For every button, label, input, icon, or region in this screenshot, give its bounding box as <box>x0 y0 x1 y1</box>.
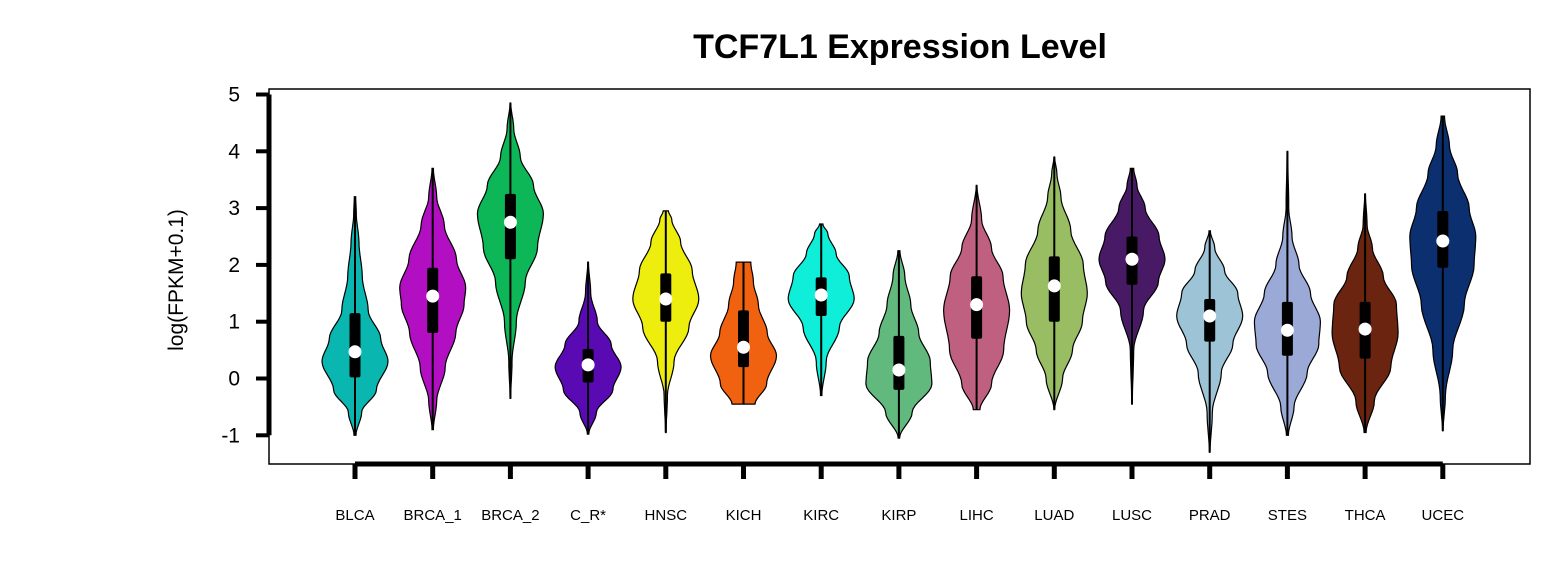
violin-blca <box>321 196 389 436</box>
violin-ucec <box>1409 115 1477 432</box>
violin-iqr-box <box>738 310 749 368</box>
y-axis: -1 0 1 2 3 4 5 <box>221 84 272 447</box>
x-tick-label: BRCA_1 <box>404 507 462 524</box>
y-tick-label: 5 <box>228 84 240 107</box>
x-tick-label: THCA <box>1345 507 1386 524</box>
violin-brca-1 <box>399 167 467 431</box>
violin-luad <box>1020 156 1088 411</box>
x-tick-label: KICH <box>726 507 762 524</box>
x-tick-label: LUSC <box>1112 507 1152 524</box>
y-tick-label: -1 <box>221 424 240 447</box>
x-tick-label: PRAD <box>1189 507 1231 524</box>
violin-median-point <box>1280 323 1294 337</box>
violin-median-point <box>1436 234 1450 248</box>
violin-iqr-box <box>349 313 361 378</box>
x-tick-label: UCEC <box>1422 507 1465 524</box>
violin-hnsc <box>632 210 700 434</box>
x-tick-label: KIRP <box>881 507 916 524</box>
y-tick-label: 2 <box>228 254 240 277</box>
chart-title: TCF7L1 Expression Level <box>693 28 1107 66</box>
violin-median-point <box>970 298 984 312</box>
violin-iqr-box <box>893 335 905 390</box>
x-tick-label: KIRC <box>803 507 839 524</box>
violin-lusc <box>1098 167 1166 405</box>
violin-kirc <box>787 223 855 397</box>
x-tick-label: HNSC <box>645 507 688 524</box>
violins-group <box>321 102 1477 453</box>
violin-median-point <box>814 288 828 302</box>
violin-median-point <box>659 292 673 306</box>
x-tick-label: C_R* <box>570 507 606 524</box>
violin-median-point <box>892 363 906 377</box>
x-tick-label: STES <box>1268 507 1307 524</box>
violin-median-point <box>426 289 440 303</box>
violin-prad <box>1176 230 1244 453</box>
violin-median-point <box>503 215 517 229</box>
violin-median-point <box>1047 279 1061 293</box>
y-tick-label: 4 <box>228 140 240 163</box>
x-tick-label: BRCA_2 <box>481 507 539 524</box>
x-axis: BLCA BRCA_1 BRCA_2 C_R* HNSC KICH KIRC KIRP LIHC… <box>335 461 1465 524</box>
violin-median-point <box>348 345 362 359</box>
violin-c-r- <box>554 261 622 435</box>
violin-brca-2 <box>476 102 545 399</box>
y-axis-label: log(FPKM+0.1) <box>165 209 188 351</box>
violin-median-point <box>737 340 750 354</box>
y-tick-label: 0 <box>228 368 240 391</box>
x-tick-label: LIHC <box>960 507 994 524</box>
violin-median-point <box>1203 309 1217 323</box>
violin-thca <box>1331 193 1399 434</box>
violin-median-point <box>1358 322 1372 336</box>
x-tick-label: LUAD <box>1034 507 1074 524</box>
violin-median-point <box>581 358 595 372</box>
violin-kirp <box>865 250 933 439</box>
x-tick-label: BLCA <box>335 507 374 524</box>
violin-median-point <box>1125 252 1139 266</box>
y-tick-label: 1 <box>228 311 240 334</box>
violin-kich <box>709 261 778 405</box>
violin-stes <box>1253 150 1322 436</box>
y-tick-label: 3 <box>228 197 240 220</box>
violin-lihc <box>942 184 1011 411</box>
